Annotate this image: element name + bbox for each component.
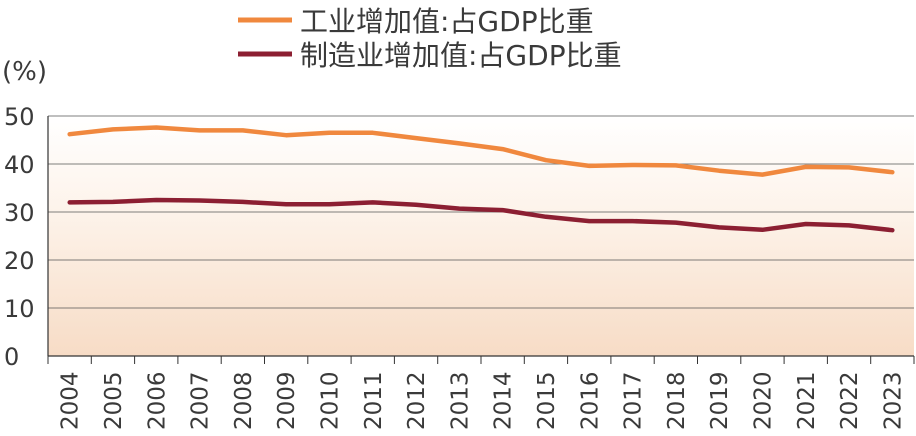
x-tick-label: 2020: [750, 371, 776, 430]
data-point: [327, 202, 332, 206]
data-point: [847, 165, 851, 169]
data-point: [197, 198, 202, 203]
x-tick-label: 2012: [404, 371, 430, 430]
legend-label-1: 制造业增加值:占GDP比重: [300, 39, 622, 72]
axes: 0 10 20 30 40 50 (%) 2004 2005 2006 2007 2008 2009 20…: [2, 57, 915, 430]
data-point: [804, 222, 808, 226]
data-point: [587, 219, 591, 223]
data-point: [544, 158, 548, 162]
data-point: [154, 125, 158, 130]
data-point: [630, 163, 635, 167]
data-point: [501, 147, 505, 151]
x-tick-label: 2013: [447, 371, 473, 430]
legend-label-0: 工业增加值:占GDP比重: [300, 5, 594, 38]
data-point: [804, 165, 808, 169]
x-tick-label: 2008: [231, 371, 257, 430]
data-point: [674, 220, 678, 225]
data-point: [847, 223, 851, 228]
data-point: [68, 132, 72, 136]
data-point: [630, 219, 635, 223]
data-point: [111, 200, 115, 204]
data-point: [241, 128, 245, 132]
y-tick-label: 50: [4, 103, 35, 131]
x-tick-label: 2010: [317, 371, 343, 430]
x-tick-label: 2018: [664, 371, 690, 430]
x-tick-label: 2009: [274, 371, 300, 430]
data-point: [890, 228, 894, 232]
data-point: [327, 131, 332, 135]
x-tick-label: 2023: [880, 371, 906, 430]
x-tick-label: 2019: [707, 371, 733, 430]
data-point: [760, 172, 765, 177]
data-point: [674, 163, 678, 168]
plot-background: [48, 116, 914, 356]
y-tick-label: 10: [4, 295, 35, 323]
data-point: [760, 228, 765, 232]
x-tick-label: 2004: [58, 371, 84, 430]
data-point: [890, 170, 894, 174]
x-tick-label: 2014: [491, 371, 517, 430]
x-tick-label: 2006: [144, 371, 170, 430]
data-point: [371, 200, 375, 204]
data-point: [371, 131, 375, 135]
x-tick-label: 2022: [837, 371, 863, 430]
data-point: [241, 200, 245, 204]
data-point: [717, 169, 721, 173]
x-tick-label: 2007: [188, 371, 214, 430]
data-point: [414, 203, 418, 207]
data-point: [111, 127, 115, 132]
data-point: [154, 198, 158, 202]
data-point: [284, 202, 288, 206]
data-point: [457, 207, 461, 211]
data-point: [284, 133, 288, 137]
data-point: [414, 136, 418, 140]
y-tick-label: 30: [4, 199, 35, 227]
x-tick-label: 2021: [794, 371, 820, 430]
data-point: [501, 208, 505, 212]
series-line-0: [67, 125, 895, 177]
data-point: [197, 128, 202, 132]
series-line-1: [67, 197, 895, 233]
data-point: [544, 215, 548, 219]
x-tick-label: 2011: [361, 371, 387, 430]
x-tick-label: 2016: [577, 371, 603, 430]
x-tick-label: 2005: [101, 371, 127, 430]
data-point: [587, 164, 591, 168]
y-axis-label: (%): [2, 57, 47, 87]
data-point: [68, 200, 72, 204]
y-tick-label: 0: [4, 343, 19, 371]
y-tick-label: 40: [4, 151, 35, 179]
x-tick-label: 2015: [534, 371, 560, 430]
data-point: [717, 225, 721, 229]
x-tick-label: 2017: [621, 371, 647, 430]
data-point: [457, 141, 461, 145]
y-tick-label: 20: [4, 247, 35, 275]
series-lines: [67, 125, 895, 233]
grid-lines: [48, 115, 914, 309]
